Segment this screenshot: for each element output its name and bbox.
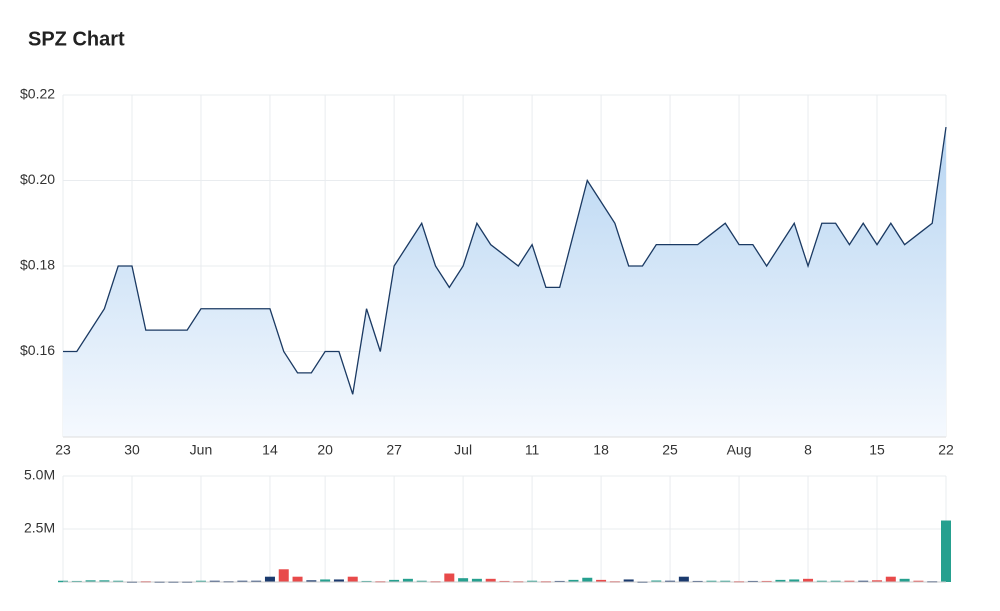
x-tick-label: 23 bbox=[55, 442, 71, 458]
volume-bar bbox=[582, 577, 593, 582]
volume-bar bbox=[458, 578, 469, 582]
volume-bar bbox=[527, 580, 538, 583]
x-tick-label: 11 bbox=[525, 442, 540, 458]
volume-bar bbox=[306, 580, 317, 582]
volume-bar bbox=[885, 576, 896, 582]
y-tick-label: $0.20 bbox=[20, 171, 55, 187]
volume-bar bbox=[665, 580, 676, 583]
x-tick-label: 8 bbox=[804, 442, 812, 458]
x-tick-label: 18 bbox=[593, 442, 609, 458]
volume-bar bbox=[816, 580, 827, 583]
volume-bar bbox=[678, 576, 689, 582]
volume-bar bbox=[899, 578, 910, 582]
x-tick-label: 20 bbox=[317, 442, 333, 458]
volume-bar bbox=[195, 580, 206, 583]
x-tick-label: 14 bbox=[262, 442, 278, 458]
x-tick-label: 15 bbox=[869, 442, 885, 458]
y-tick-label: 2.5M bbox=[24, 520, 55, 536]
volume-bar bbox=[706, 580, 717, 583]
x-tick-label: 22 bbox=[938, 442, 954, 458]
x-tick-label: Aug bbox=[727, 442, 752, 458]
volume-bar bbox=[444, 573, 455, 582]
volume-bar bbox=[237, 580, 248, 583]
volume-bar bbox=[347, 576, 358, 582]
volume-bar bbox=[209, 580, 220, 583]
volume-bar bbox=[471, 578, 482, 582]
volume-bar bbox=[775, 579, 786, 582]
volume-bar bbox=[844, 580, 855, 583]
volume-bar bbox=[651, 580, 662, 583]
chart-title: SPZ Chart bbox=[28, 28, 125, 50]
y-tick-label: $0.16 bbox=[20, 342, 55, 358]
volume-bar bbox=[416, 580, 427, 583]
volume-bar bbox=[333, 579, 344, 582]
volume-bar bbox=[830, 580, 841, 583]
volume-bar bbox=[941, 520, 951, 582]
x-tick-label: 25 bbox=[662, 442, 678, 458]
x-tick-label: Jun bbox=[190, 442, 213, 458]
volume-bar bbox=[913, 580, 924, 583]
volume-bar bbox=[872, 580, 883, 582]
x-tick-label: 27 bbox=[386, 442, 402, 458]
volume-bar bbox=[596, 579, 607, 582]
volume-bar bbox=[251, 580, 262, 583]
volume-bar bbox=[113, 580, 124, 583]
volume-bar bbox=[858, 580, 869, 583]
volume-bar bbox=[568, 579, 579, 582]
y-tick-label: 5.0M bbox=[24, 467, 55, 483]
volume-bar bbox=[58, 580, 68, 583]
volume-bar bbox=[389, 579, 400, 582]
volume-bar bbox=[278, 569, 289, 582]
volume-bar bbox=[623, 579, 634, 582]
volume-bar bbox=[85, 580, 96, 582]
price-line bbox=[63, 126, 947, 395]
volume-bar bbox=[803, 578, 814, 582]
volume-bar bbox=[320, 579, 331, 582]
x-tick-label: 30 bbox=[124, 442, 140, 458]
y-tick-label: $0.22 bbox=[20, 86, 55, 102]
volume-bar bbox=[720, 580, 731, 583]
volume-bar bbox=[789, 579, 800, 582]
volume-bar bbox=[485, 578, 496, 582]
y-tick-label: $0.18 bbox=[20, 257, 55, 273]
volume-bar bbox=[264, 576, 275, 582]
volume-bar bbox=[99, 580, 110, 582]
volume-bar bbox=[292, 576, 303, 582]
volume-bar bbox=[402, 578, 413, 582]
x-tick-label: Jul bbox=[454, 442, 472, 458]
price-area bbox=[63, 127, 946, 437]
